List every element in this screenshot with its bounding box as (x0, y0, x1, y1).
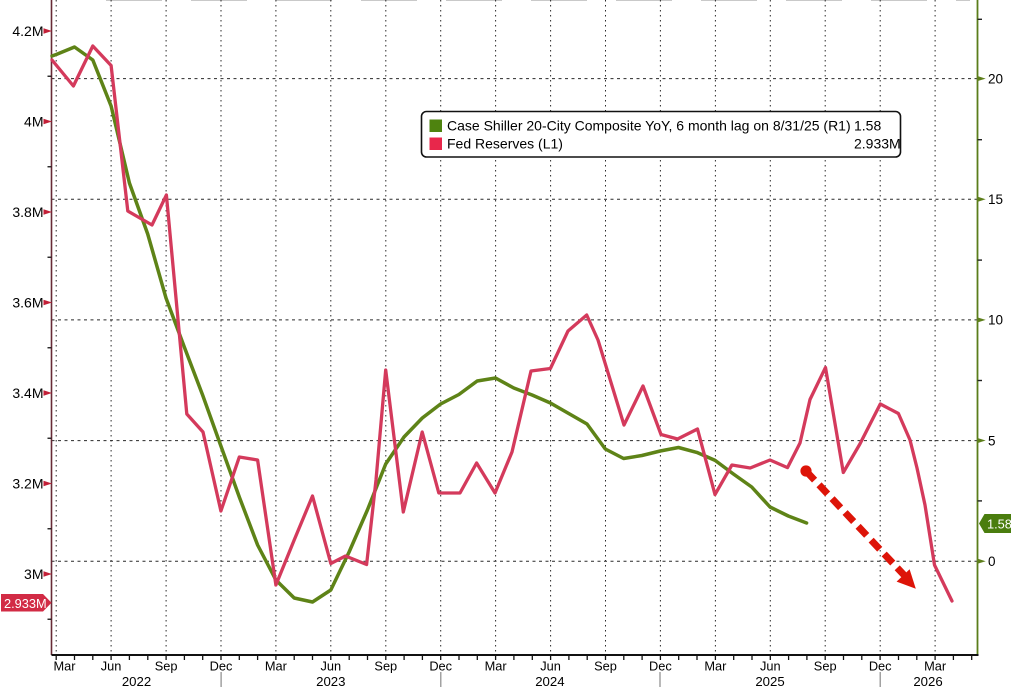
svg-text:2022: 2022 (122, 674, 151, 687)
svg-text:10: 10 (988, 313, 1003, 328)
svg-text:Case Shiller 20-City Composite: Case Shiller 20-City Composite YoY, 6 mo… (447, 118, 851, 134)
svg-text:Sep: Sep (155, 659, 178, 674)
svg-text:Mar: Mar (704, 659, 727, 674)
svg-text:Jun: Jun (760, 659, 781, 674)
svg-text:5: 5 (988, 433, 996, 448)
svg-text:Mar: Mar (265, 659, 288, 674)
svg-text:1.58: 1.58 (854, 118, 881, 134)
svg-text:Jun: Jun (320, 659, 341, 674)
svg-text:Sep: Sep (374, 659, 397, 674)
svg-text:15: 15 (988, 192, 1003, 207)
svg-text:3M: 3M (24, 566, 43, 582)
svg-text:3.2M: 3.2M (12, 475, 43, 491)
svg-text:Dec: Dec (869, 659, 892, 674)
svg-text:Fed Reserves (L1): Fed Reserves (L1) (447, 136, 563, 152)
svg-text:0: 0 (988, 554, 996, 569)
svg-text:2024: 2024 (535, 674, 564, 687)
svg-text:1.58: 1.58 (987, 516, 1011, 531)
svg-text:2.933M: 2.933M (4, 596, 47, 611)
svg-text:Jun: Jun (540, 659, 561, 674)
svg-text:4.2M: 4.2M (12, 23, 43, 39)
svg-text:3.4M: 3.4M (12, 385, 43, 401)
svg-text:Jun: Jun (101, 659, 122, 674)
svg-text:3.6M: 3.6M (12, 294, 43, 310)
svg-text:Mar: Mar (53, 659, 76, 674)
svg-text:2026: 2026 (913, 674, 942, 687)
svg-text:4M: 4M (24, 113, 43, 129)
svg-text:2.933M: 2.933M (854, 136, 901, 152)
svg-text:Sep: Sep (814, 659, 837, 674)
svg-text:Sep: Sep (594, 659, 617, 674)
svg-text:3.8M: 3.8M (12, 204, 43, 220)
svg-text:2023: 2023 (316, 674, 345, 687)
svg-text:Dec: Dec (429, 659, 452, 674)
svg-text:Dec: Dec (210, 659, 233, 674)
svg-text:20: 20 (988, 71, 1003, 86)
svg-text:Mar: Mar (485, 659, 508, 674)
svg-text:Mar: Mar (924, 659, 947, 674)
svg-text:2025: 2025 (755, 674, 784, 687)
svg-text:Dec: Dec (649, 659, 672, 674)
